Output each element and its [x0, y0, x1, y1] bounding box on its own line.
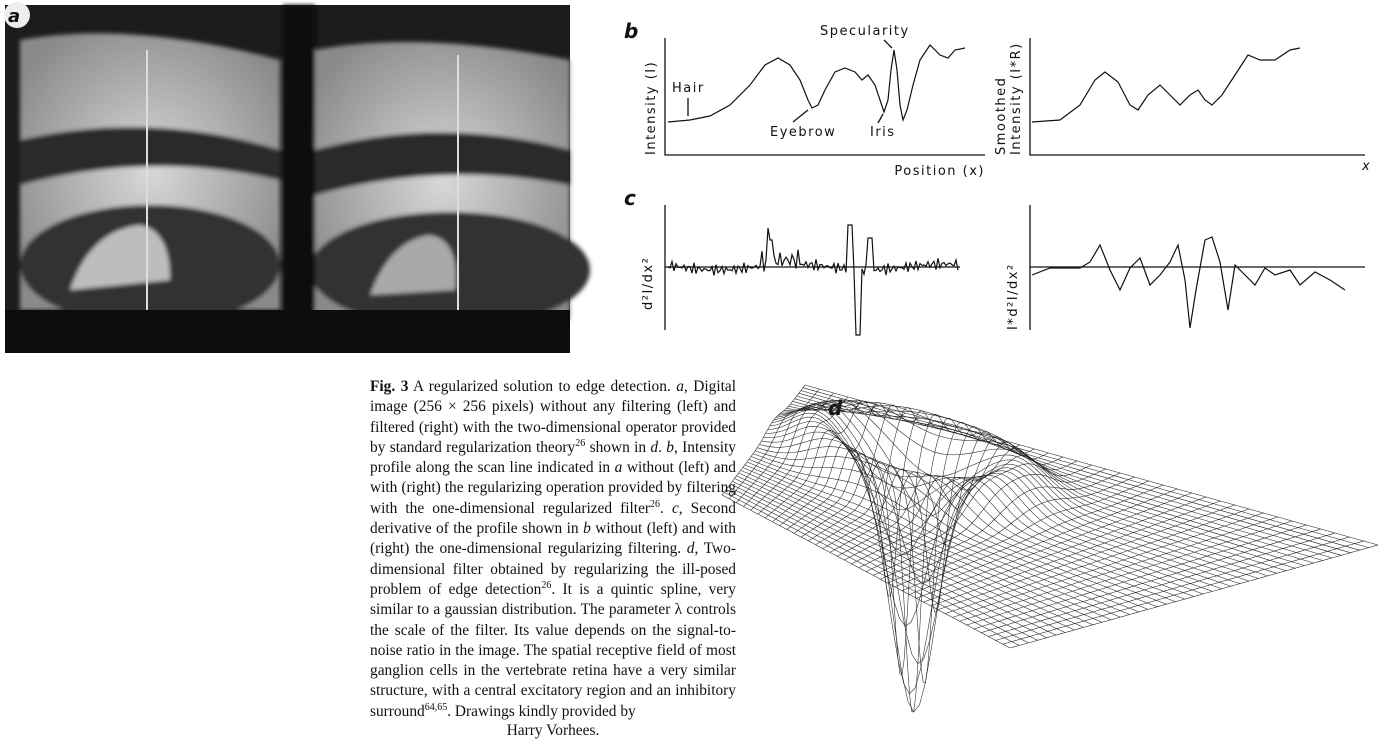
y-label: I*d²I/dx² — [1006, 263, 1021, 330]
mesh-line — [805, 385, 1378, 545]
mesh-line — [780, 405, 920, 526]
caption-sup: 26 — [575, 438, 585, 449]
y-label: Smoothed — [994, 77, 1009, 155]
caption-text: . It is a quintic spline, very similar t… — [370, 581, 736, 720]
caption-italic: d — [687, 540, 695, 557]
caption-text: A regularized solution to edge detection… — [408, 378, 676, 395]
caption-italic: a — [676, 378, 684, 395]
mesh-line — [967, 521, 1292, 625]
caption-italic: b — [666, 439, 674, 456]
x-label: Position (x) — [894, 164, 985, 179]
caption-sup: 26 — [650, 499, 660, 510]
mesh-line — [772, 403, 905, 522]
panel-label: a — [8, 6, 20, 27]
mesh-line — [1003, 541, 1364, 644]
intensity-curve — [668, 45, 965, 122]
photo — [4, 2, 590, 353]
caption-text: . Drawings kindly provided by — [447, 703, 636, 720]
annotation: Iris — [870, 125, 896, 140]
caption-italic: d — [650, 439, 658, 456]
arrow — [878, 114, 883, 123]
smoothed-derivative-curve — [1032, 237, 1345, 328]
caption-text: shown in — [585, 439, 650, 456]
annotation: Hair — [672, 81, 705, 96]
caption-bold: Fig. 3 — [370, 378, 408, 395]
mesh-line — [880, 473, 1120, 579]
caption-text: . — [660, 500, 672, 517]
arrow — [884, 40, 892, 48]
caption-italic: b — [583, 520, 591, 537]
y-label: d²I/dx² — [641, 257, 656, 310]
mesh-line — [996, 537, 1350, 640]
smoothed-curve — [1032, 48, 1300, 122]
caption-italic: c — [672, 500, 679, 517]
caption-sup: 64,65 — [425, 702, 448, 713]
caption: Fig. 3 A regularized solution to edge de… — [370, 377, 736, 722]
derivative-curve — [668, 225, 958, 335]
filter-mesh — [722, 385, 1378, 712]
mesh-line — [759, 439, 1175, 602]
caption-last-line: Harry Vorhees. — [370, 722, 736, 740]
y-label: Intensity (I) — [644, 61, 659, 155]
arrow — [793, 110, 808, 122]
y-label: Intensity (I*R) — [1009, 42, 1024, 155]
axis — [1030, 38, 1365, 155]
mesh-line — [981, 529, 1320, 633]
panel-label: b — [624, 19, 638, 43]
annotation: Eyebrow — [770, 125, 836, 140]
x-label: x — [1361, 159, 1371, 174]
caption-sup: 26 — [541, 580, 551, 591]
mesh-line — [823, 427, 1006, 612]
mesh-line — [988, 533, 1335, 637]
annotation: Specularity — [820, 24, 910, 39]
page: a b Intensity (I) Position (x) Speculari… — [0, 0, 1384, 748]
mesh-line — [784, 400, 1286, 571]
panel-label: c — [624, 186, 636, 210]
